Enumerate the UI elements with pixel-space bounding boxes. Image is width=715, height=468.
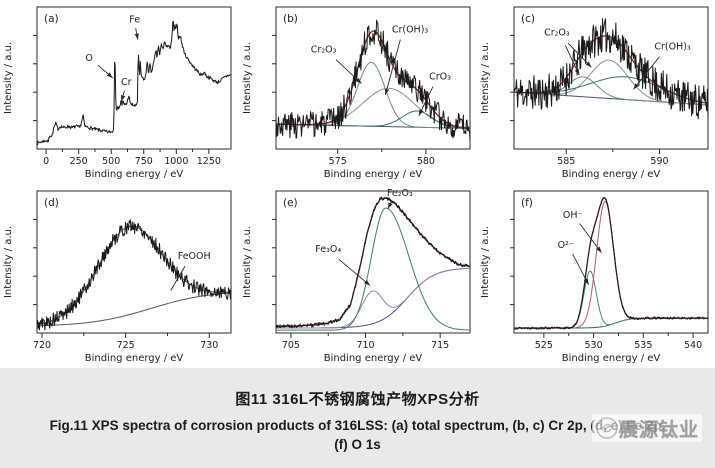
- spectrum-d-plot: 720 725 730 Binding energy / eV Intensity / …: [3, 190, 232, 364]
- panel-d: 720 725 730 Binding energy / eV Intensity / …: [0, 184, 239, 368]
- y-axis-label: Intensity / a.u.: [3, 226, 14, 298]
- panel-letter: (c): [521, 13, 535, 25]
- x-tick-label: 750: [135, 156, 153, 167]
- annotation-label: CrO₃: [429, 71, 451, 82]
- spectrum-e-plot: 705 710 715 Binding energy / eV Intensity / …: [242, 188, 471, 364]
- annotation-leader: [170, 266, 186, 291]
- plot-border: [36, 6, 232, 150]
- annotation-label: Cr(OH)₃: [392, 25, 429, 36]
- x-tick-label: 720: [33, 340, 51, 351]
- x-tick-label: 0: [43, 156, 49, 167]
- x-axis-label: Binding energy / eV: [324, 169, 423, 180]
- series-data: [36, 219, 232, 331]
- annotation-label: Cr(OH)₃: [654, 42, 691, 53]
- panel-letter: (a): [44, 13, 59, 25]
- annotation-arrowhead: [134, 33, 139, 40]
- x-tick-label: 580: [417, 156, 435, 167]
- annotation-label: Fe₂O₃: [387, 188, 413, 199]
- caption-chinese: 图11 316L不锈钢腐蚀产物XPS分析: [235, 391, 480, 408]
- annotation-label: Fe₃O₄: [315, 244, 341, 255]
- annotation-label: O: [85, 53, 92, 64]
- spectrum-f-plot: 525 530 535 540 Binding energy / eV Intensity…: [480, 190, 709, 364]
- panel-e: 705 710 715 Binding energy / eV Intensity / …: [239, 184, 477, 368]
- annotation-label: OH⁻: [563, 210, 583, 221]
- x-tick-label: 575: [329, 156, 347, 167]
- annotation-arrowhead: [364, 279, 371, 286]
- annotation-arrowhead: [384, 88, 390, 96]
- annotation-arrowhead: [355, 77, 362, 84]
- annotation-label: Fe: [129, 15, 140, 26]
- annotation-arrowhead: [106, 72, 113, 78]
- annotation-arrowhead: [120, 95, 126, 102]
- x-axis-label: Binding energy / eV: [85, 353, 184, 364]
- annotation-leader: [338, 258, 371, 286]
- y-axis-label: Intensity / a.u.: [480, 42, 491, 114]
- annotation-leader: [633, 56, 660, 90]
- y-axis-label: Intensity / a.u.: [242, 42, 253, 114]
- x-tick-label: 1000: [164, 156, 188, 167]
- annotation-arrowhead: [585, 61, 592, 68]
- y-axis-label: Intensity / a.u.: [242, 226, 253, 298]
- panel-letter: (d): [44, 197, 59, 209]
- panel-letter: (f): [521, 197, 533, 209]
- x-tick-label: 730: [200, 340, 218, 351]
- x-tick-label: 540: [684, 340, 702, 351]
- x-tick-label: 715: [431, 340, 449, 351]
- x-tick-label: 725: [117, 340, 135, 351]
- annotation-arrowhead: [633, 83, 639, 90]
- annotation-arrowhead: [574, 68, 580, 76]
- plot-border: [513, 190, 709, 334]
- x-tick-label: 590: [650, 156, 668, 167]
- panel-f: 525 530 535 540 Binding energy / eV Intensity…: [477, 184, 715, 368]
- x-tick-label: 585: [557, 156, 575, 167]
- x-axis-label: Binding energy / eV: [562, 169, 661, 180]
- series-data: [513, 197, 709, 330]
- panel-c: 585 590 Binding energy / eV Intensity / a.u…: [477, 0, 715, 184]
- figure-caption-block: 图11 316L不锈钢腐蚀产物XPS分析 Fig.11 XPS spectra …: [0, 368, 715, 468]
- caption-english-line1: Fig.11 XPS spectra of corrosion products…: [49, 418, 666, 433]
- annotation-arrowhead: [418, 109, 424, 116]
- series-data: [513, 18, 709, 120]
- annotation-arrowhead: [387, 202, 393, 209]
- x-tick-label: 1250: [197, 156, 221, 167]
- x-axis-label: Binding energy / eV: [562, 353, 661, 364]
- x-tick-label: 535: [634, 340, 652, 351]
- x-tick-label: 525: [535, 340, 553, 351]
- caption-english-line2: (f) O 1s: [334, 437, 381, 452]
- annotation-label: Cr: [121, 77, 132, 88]
- annotation-arrowhead: [596, 246, 602, 253]
- annotation-label: FeOOH: [178, 251, 211, 262]
- spectrum-b-plot: 575 580 Binding energy / eV Intensity / a.u…: [242, 6, 471, 180]
- y-axis-label: Intensity / a.u.: [3, 42, 14, 114]
- annotation-label: Cr₂O₃: [311, 44, 337, 55]
- panel-letter: (b): [283, 13, 298, 25]
- series-component-fe2o3: [276, 207, 471, 331]
- spectrum-a-plot: 0 250 500 750 1000 1250 Binding energy / eV Int…: [3, 6, 232, 180]
- x-tick-label: 500: [102, 156, 120, 167]
- x-tick-label: 705: [282, 340, 300, 351]
- x-tick-label: 250: [70, 156, 88, 167]
- x-tick-label: 710: [356, 340, 374, 351]
- xps-panel-grid: 0 250 500 750 1000 1250 Binding energy / eV Int…: [0, 0, 715, 368]
- annotation-label: O²⁻: [558, 240, 574, 251]
- x-axis-label: Binding energy / eV: [324, 353, 423, 364]
- panel-letter: (e): [283, 197, 298, 209]
- annotation-label: Cr₂O₃: [544, 27, 570, 38]
- panel-b: 575 580 Binding energy / eV Intensity / a.u…: [239, 0, 477, 184]
- annotation-leader: [579, 223, 602, 254]
- series-background: [36, 292, 232, 327]
- y-axis-label: Intensity / a.u.: [480, 226, 491, 298]
- x-tick-label: 530: [585, 340, 603, 351]
- spectrum-c-plot: 585 590 Binding energy / eV Intensity / a.u…: [480, 6, 709, 180]
- series-data: [275, 196, 471, 329]
- x-axis-label: Binding energy / eV: [85, 169, 184, 180]
- annotation-leader: [384, 39, 401, 96]
- series-survey-data: [36, 20, 232, 146]
- annotation-arrowhead: [583, 278, 589, 285]
- series-data: [275, 19, 471, 141]
- series-component-fe3o4: [276, 267, 471, 329]
- panel-a: 0 250 500 750 1000 1250 Binding energy / eV Int…: [0, 0, 239, 184]
